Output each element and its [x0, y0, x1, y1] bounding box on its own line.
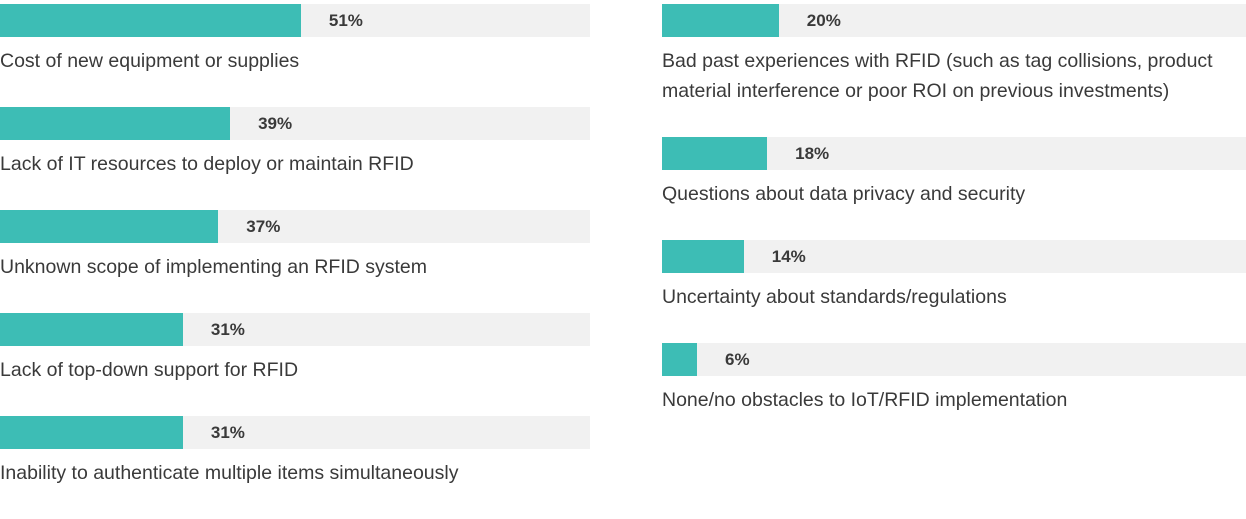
category-label: Uncertainty about standards/regulations	[662, 286, 1007, 308]
bar-item: 37% Unknown scope of implementing an RFID…	[0, 210, 590, 282]
bar-item: 14% Uncertainty about standards/regulatio…	[662, 240, 1246, 312]
data-label: 31%	[210, 320, 245, 339]
bar-track: 14%	[662, 240, 1246, 273]
bar-track: 51%	[0, 4, 590, 37]
data-label: 39%	[258, 114, 293, 133]
data-label: 37%	[246, 217, 281, 236]
bar-item: 51% Cost of new equipment or supplies	[0, 4, 590, 76]
category-label: Lack of top-down support for RFID	[0, 359, 299, 381]
category-label: Inability to authenticate multiple items…	[0, 462, 459, 484]
bar-item: 39% Lack of IT resources to deploy or mai…	[0, 107, 590, 179]
category-label: Unknown scope of implementing an RFID sy…	[0, 256, 428, 278]
data-label: 20%	[806, 11, 841, 30]
bar-track: 20%	[662, 4, 1246, 37]
data-label: 14%	[771, 247, 806, 266]
bar-track: 31%	[0, 313, 590, 346]
bar-track: 39%	[0, 107, 590, 140]
bar-track: 6%	[662, 343, 1246, 376]
bar-item: 6% None/no obstacles to IoT/RFID implemen…	[662, 343, 1246, 415]
category-label: None/no obstacles to IoT/RFID implementa…	[662, 389, 1068, 411]
data-label: 6%	[725, 350, 750, 369]
category-label: Bad past experiences with RFID (such as …	[662, 50, 1213, 102]
data-label: 18%	[795, 144, 830, 163]
bar-item: 31% Inability to authenticate multiple it…	[0, 416, 590, 488]
right-column: 20% Bad past experiences with RFID (such …	[662, 4, 1246, 446]
bar-item: 18% Questions about data privacy and secu…	[662, 137, 1246, 209]
page: {"chart_data": {"type": "bar", "categori…	[0, 4, 1246, 484]
bar	[662, 4, 779, 37]
bar	[0, 210, 219, 243]
category-label: Lack of IT resources to deploy or mainta…	[0, 153, 414, 175]
left-column: 51% Cost of new equipment or supplies 39% L…	[0, 4, 590, 519]
bar	[0, 313, 183, 346]
data-label: 31%	[210, 423, 245, 442]
bar-track: 18%	[662, 137, 1246, 170]
bar	[0, 107, 231, 140]
data-label: 51%	[328, 11, 363, 30]
bar-item: 31% Lack of top-down support for RFID	[0, 313, 590, 385]
bar	[662, 240, 744, 273]
category-label: Questions about data privacy and securit…	[662, 183, 1026, 205]
bar	[662, 343, 698, 376]
category-label: Cost of new equipment or supplies	[0, 50, 300, 72]
bar	[0, 4, 301, 37]
bar-track: 31%	[0, 416, 590, 449]
bar	[0, 416, 183, 449]
bar	[662, 137, 768, 170]
bar-item: 20% Bad past experiences with RFID (such …	[662, 4, 1246, 106]
bar-track: 37%	[0, 210, 590, 243]
